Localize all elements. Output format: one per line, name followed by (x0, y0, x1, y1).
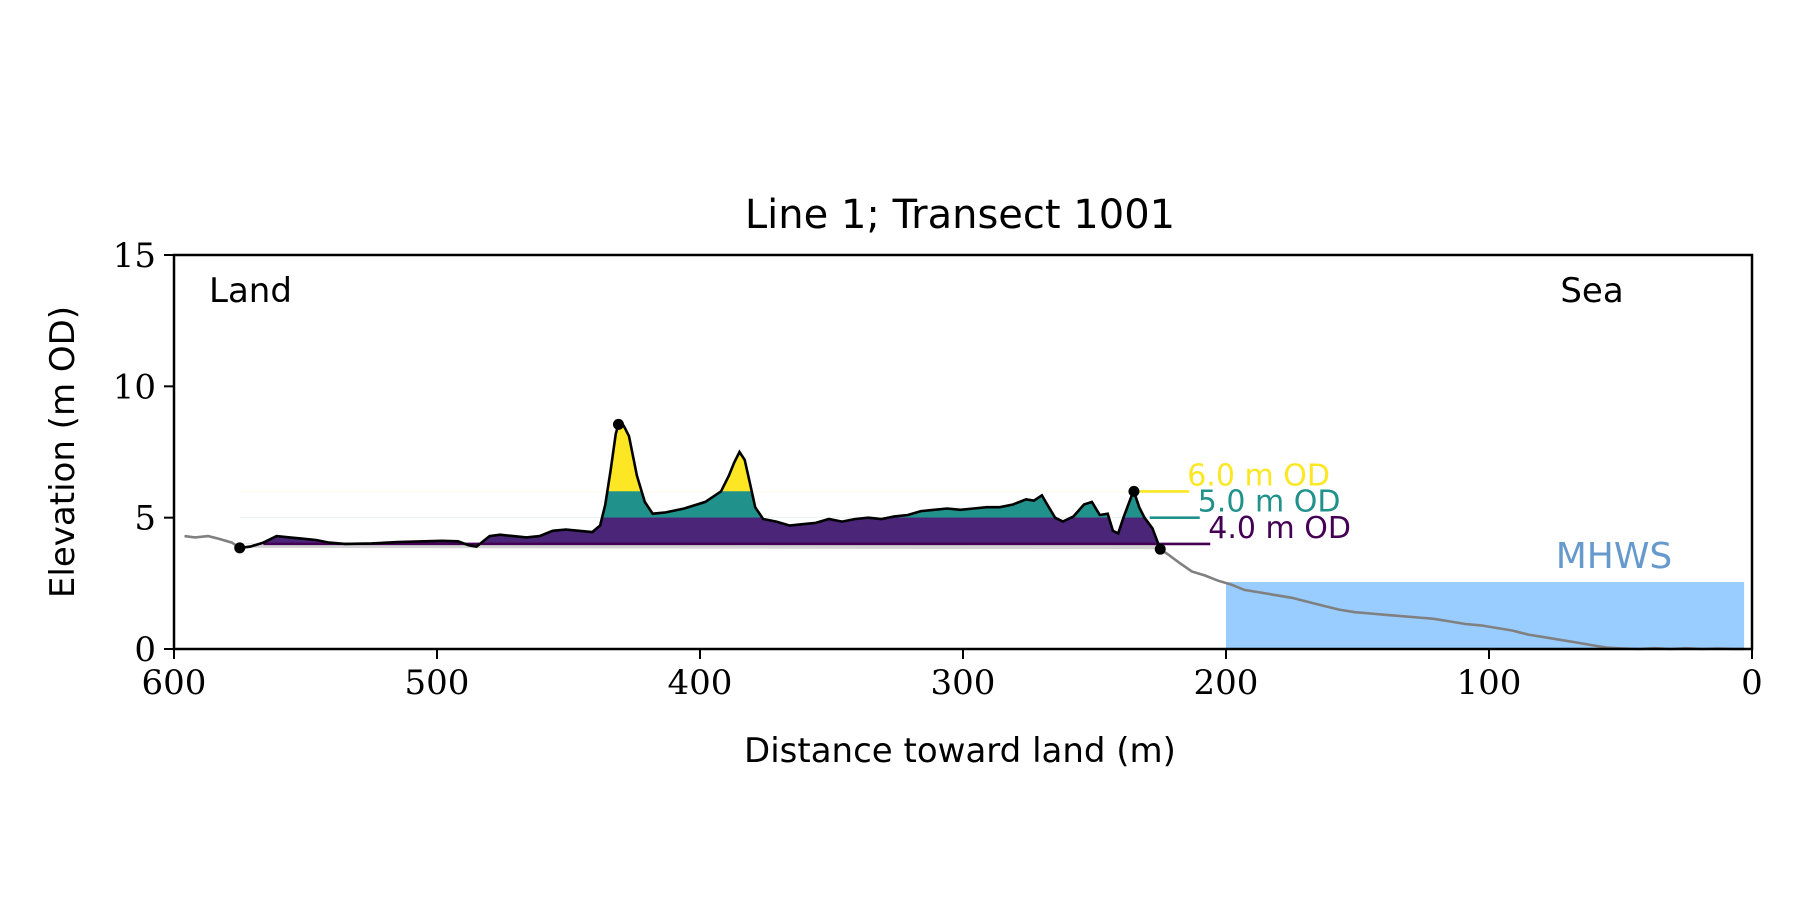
volume-fill-50 (602, 424, 1145, 518)
profile-marker (612, 418, 624, 430)
x-axis-label: Distance toward land (m) (744, 731, 1176, 771)
x-tick-label: 200 (1194, 663, 1259, 703)
x-axis: 600 500 400 300 200 100 0 (142, 649, 1763, 703)
x-tick-label: 500 (405, 663, 470, 703)
threshold-label-1: 5.0 m OD (1198, 485, 1341, 520)
plot-area: MHWS 6.0 m OD5.0 m OD4.0 m OD (184, 418, 1745, 651)
profile-marker (1128, 485, 1140, 497)
y-axis-label: Elevation (m OD) (43, 306, 83, 598)
chart-title: Line 1; Transect 1001 (745, 192, 1175, 238)
threshold-label-0: 6.0 m OD (1187, 458, 1330, 493)
profile-line-land (184, 534, 241, 549)
volume-fill-40 (239, 424, 1161, 544)
x-tick-label: 400 (668, 663, 733, 703)
y-axis: 0 5 10 15 (113, 236, 174, 670)
y-tick-label: 10 (113, 367, 156, 407)
profile-marker (234, 542, 246, 554)
volume-fill-60 (607, 424, 752, 492)
x-tick-label: 600 (142, 663, 207, 703)
y-tick-label: 15 (113, 236, 156, 276)
x-tick-label: 300 (931, 663, 996, 703)
x-tick-label: 0 (1741, 663, 1763, 703)
mhws-sea-area (1226, 582, 1745, 649)
land-label: Land (209, 271, 292, 311)
y-tick-label: 5 (134, 499, 156, 539)
threshold-label-2: 4.0 m OD (1208, 511, 1351, 546)
sea-label: Sea (1560, 271, 1623, 311)
y-tick-label: 0 (134, 630, 156, 670)
x-tick-label: 100 (1457, 663, 1522, 703)
profile-marker (1154, 543, 1166, 555)
mhws-label: MHWS (1556, 536, 1673, 577)
profile-line-dune (239, 422, 1162, 550)
